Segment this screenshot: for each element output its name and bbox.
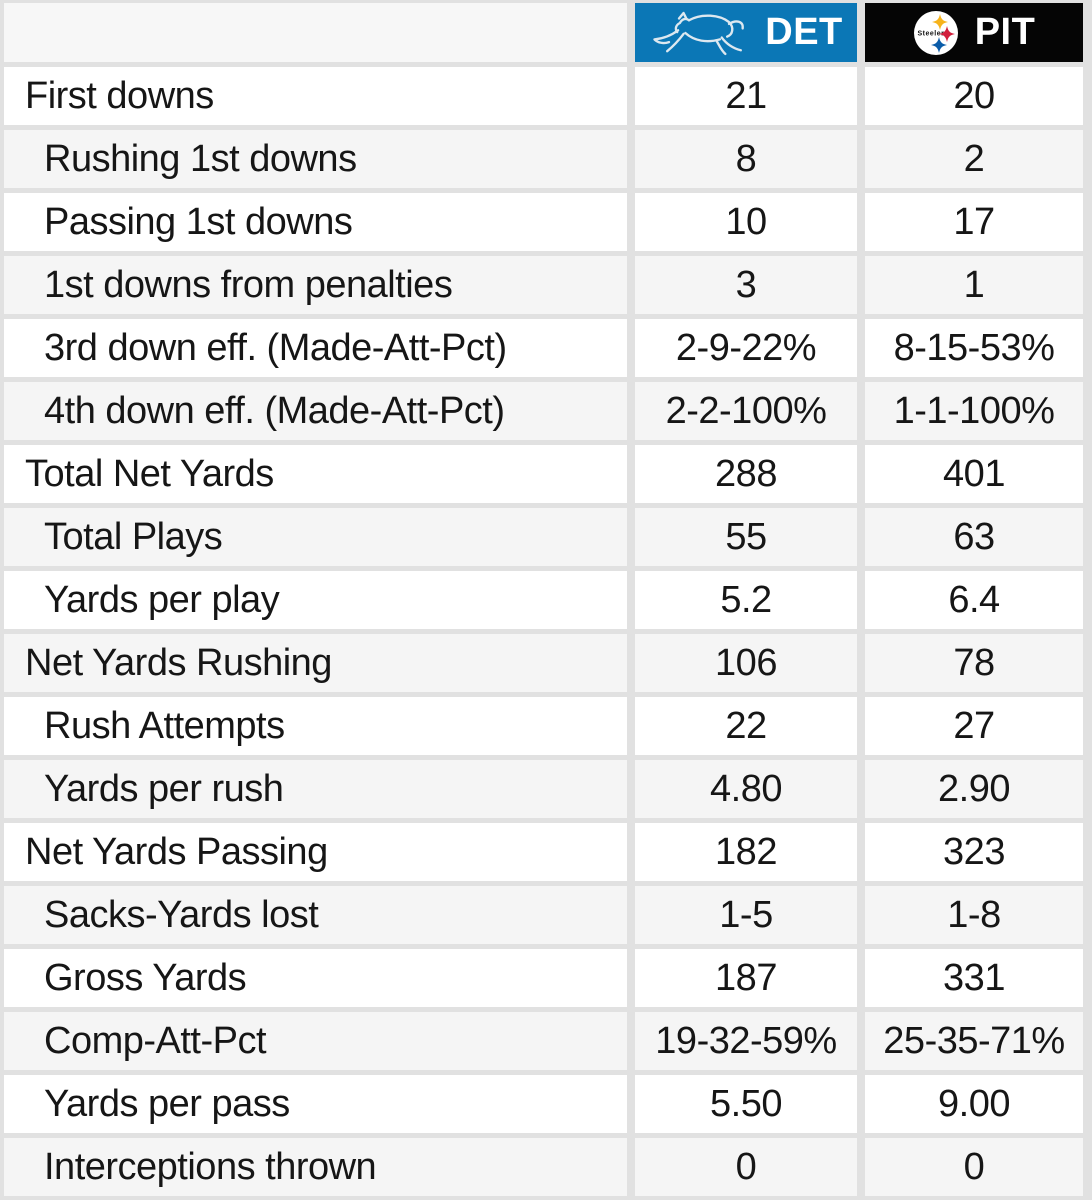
stat-value-det: 0	[635, 1138, 857, 1196]
stat-value-pit: 25-35-71%	[865, 1012, 1083, 1070]
stat-value-det: 182	[635, 823, 857, 881]
stat-value-pit: 401	[865, 445, 1083, 503]
stat-value-pit: 1-8	[865, 886, 1083, 944]
stat-value-pit: 331	[865, 949, 1083, 1007]
stat-label: 1st downs from penalties	[4, 256, 627, 314]
stat-label: Comp-Att-Pct	[4, 1012, 627, 1070]
stat-label: Net Yards Rushing	[4, 634, 627, 692]
stat-label: Yards per rush	[4, 760, 627, 818]
stat-value-det: 3	[635, 256, 857, 314]
stat-label: Passing 1st downs	[4, 193, 627, 251]
stat-label: 4th down eff. (Made-Att-Pct)	[4, 382, 627, 440]
stat-label: Interceptions thrown	[4, 1138, 627, 1196]
stat-value-pit: 17	[865, 193, 1083, 251]
stat-label: First downs	[4, 67, 627, 125]
stat-value-pit: 27	[865, 697, 1083, 755]
stat-label: Gross Yards	[4, 949, 627, 1007]
stat-value-det: 106	[635, 634, 857, 692]
stat-value-pit: 6.4	[865, 571, 1083, 629]
svg-text:Steelers: Steelers	[917, 30, 948, 37]
stat-value-det: 2-2-100%	[635, 382, 857, 440]
stat-value-det: 4.80	[635, 760, 857, 818]
team-header-det[interactable]: DET	[635, 3, 857, 62]
stat-label: Net Yards Passing	[4, 823, 627, 881]
stat-label: 3rd down eff. (Made-Att-Pct)	[4, 319, 627, 377]
stat-label: Rushing 1st downs	[4, 130, 627, 188]
stat-label: Yards per pass	[4, 1075, 627, 1133]
team-abbr-det: DET	[765, 11, 843, 53]
stat-value-det: 8	[635, 130, 857, 188]
stat-value-pit: 78	[865, 634, 1083, 692]
stat-label: Rush Attempts	[4, 697, 627, 755]
stat-value-det: 21	[635, 67, 857, 125]
stat-value-pit: 9.00	[865, 1075, 1083, 1133]
stat-value-pit: 63	[865, 508, 1083, 566]
stat-value-det: 5.50	[635, 1075, 857, 1133]
stat-value-det: 2-9-22%	[635, 319, 857, 377]
stat-value-det: 55	[635, 508, 857, 566]
stat-value-pit: 1	[865, 256, 1083, 314]
stat-value-det: 187	[635, 949, 857, 1007]
stat-value-det: 22	[635, 697, 857, 755]
stat-value-pit: 0	[865, 1138, 1083, 1196]
stat-label: Yards per play	[4, 571, 627, 629]
team-header-pit[interactable]: Steelers PIT	[865, 3, 1083, 62]
stat-value-pit: 2	[865, 130, 1083, 188]
stat-value-det: 10	[635, 193, 857, 251]
header-corner-cell	[4, 3, 627, 62]
stat-value-pit: 2.90	[865, 760, 1083, 818]
stat-value-det: 1-5	[635, 886, 857, 944]
stat-value-det: 19-32-59%	[635, 1012, 857, 1070]
stat-value-pit: 1-1-100%	[865, 382, 1083, 440]
stat-label: Total Plays	[4, 508, 627, 566]
team-abbr-pit: PIT	[974, 11, 1036, 53]
stat-value-pit: 323	[865, 823, 1083, 881]
lions-logo-icon	[653, 11, 745, 55]
stat-value-det: 5.2	[635, 571, 857, 629]
stat-label: Total Net Yards	[4, 445, 627, 503]
stat-value-det: 288	[635, 445, 857, 503]
steelers-logo-icon: Steelers	[913, 10, 958, 55]
stat-value-pit: 20	[865, 67, 1083, 125]
stat-value-pit: 8-15-53%	[865, 319, 1083, 377]
stat-label: Sacks-Yards lost	[4, 886, 627, 944]
